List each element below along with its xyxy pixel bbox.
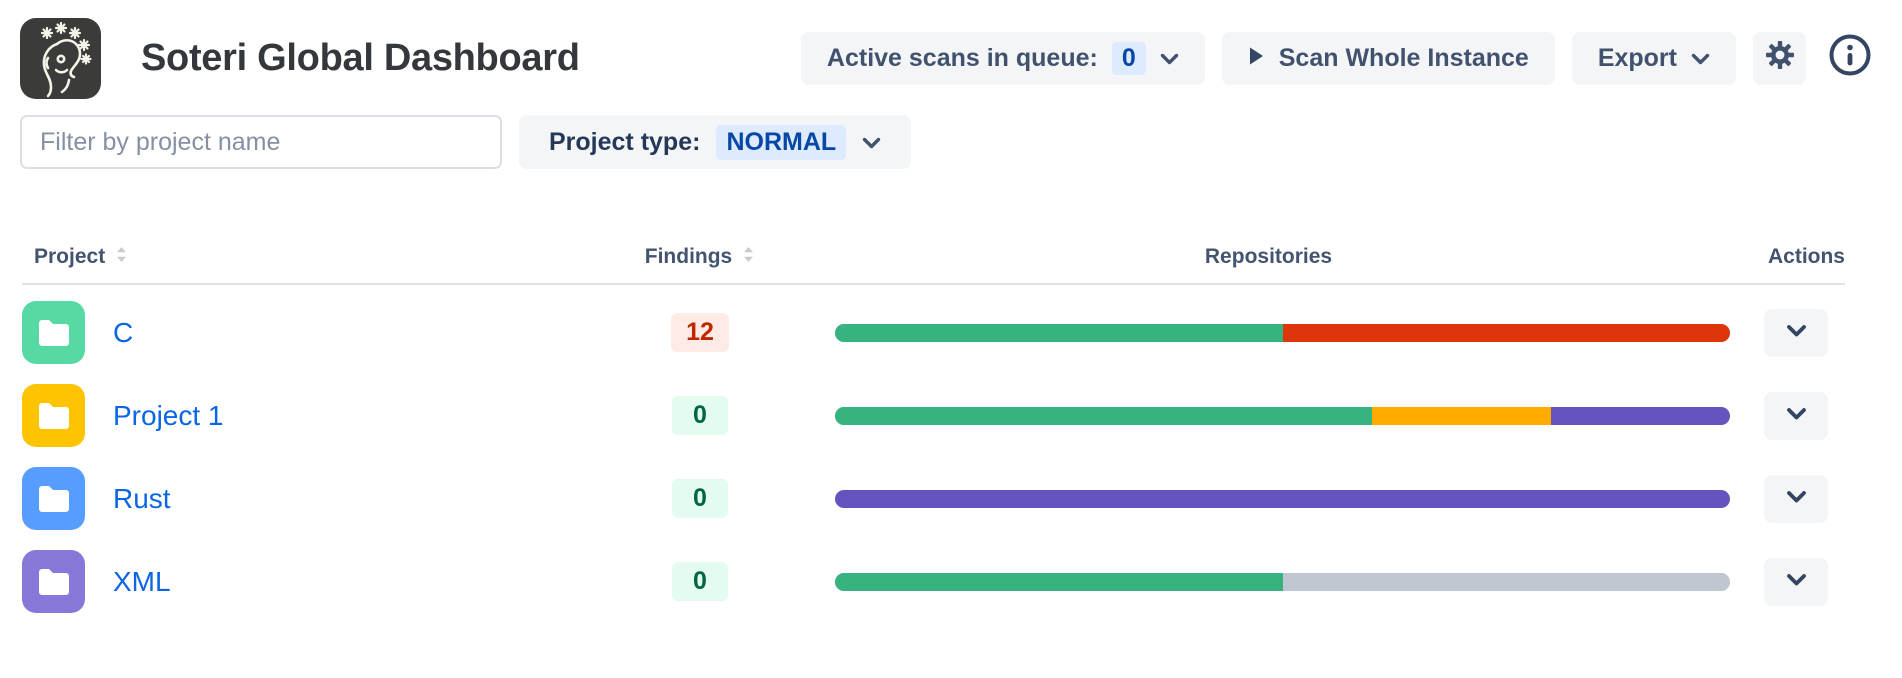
project-link[interactable]: Project 1 (113, 399, 224, 431)
repositories-bar[interactable] (835, 406, 1730, 425)
folder-icon (38, 402, 69, 429)
info-icon (1827, 32, 1873, 85)
gear-icon (1764, 39, 1796, 78)
repositories-bar[interactable] (835, 489, 1730, 508)
findings-cell: 0 (610, 562, 790, 601)
repositories-bar[interactable] (835, 323, 1730, 342)
column-header-findings[interactable]: Findings (610, 245, 790, 269)
folder-icon (38, 319, 69, 346)
repositories-cell (790, 323, 1747, 342)
project-cell: Project 1 (22, 384, 610, 447)
header-actions: Active scans in queue: 0 Scan Whole Inst… (800, 32, 1876, 85)
repo-segment-orange (1372, 406, 1551, 425)
folder-icon (38, 485, 69, 512)
project-type-label: Project type: (549, 127, 701, 156)
column-header-actions-label: Actions (1767, 245, 1845, 268)
project-cell: XML (22, 550, 610, 613)
column-header-project-label: Project (34, 245, 106, 268)
scan-whole-instance-label: Scan Whole Instance (1278, 44, 1529, 72)
findings-badge: 0 (672, 396, 728, 435)
page-title: Soteri Global Dashboard (141, 37, 580, 79)
actions-cell (1747, 474, 1845, 523)
chevron-down-icon (862, 128, 881, 157)
active-scans-label: Active scans in queue: (826, 44, 1098, 72)
project-folder-avatar (22, 550, 85, 613)
findings-cell: 12 (610, 313, 790, 352)
repo-segment-green (835, 572, 1283, 591)
settings-button[interactable] (1753, 32, 1806, 85)
soteri-logo (20, 18, 101, 99)
findings-badge: 0 (672, 562, 728, 601)
sort-icon (742, 245, 755, 269)
table-row: XML 0 (22, 540, 1845, 623)
repositories-cell (790, 489, 1747, 508)
chevron-down-icon (1786, 407, 1807, 424)
chevron-down-icon (1786, 324, 1807, 341)
project-link[interactable]: XML (113, 565, 171, 597)
row-actions-button[interactable] (1764, 557, 1828, 606)
project-type-dropdown[interactable]: Project type: NORMAL (519, 115, 912, 169)
row-actions-button[interactable] (1764, 474, 1828, 523)
repo-segment-purple (835, 489, 1730, 508)
project-type-value-badge: NORMAL (716, 124, 847, 160)
project-folder-avatar (22, 467, 85, 530)
row-actions-button[interactable] (1764, 391, 1828, 440)
export-label: Export (1597, 44, 1677, 72)
repo-segment-green (835, 406, 1372, 425)
project-filter-input[interactable] (20, 115, 502, 169)
active-scans-queue-button[interactable]: Active scans in queue: 0 (800, 32, 1205, 85)
projects-table: Project Findings Repositories Actions (22, 245, 1845, 623)
folder-icon (38, 568, 69, 595)
active-scans-count-badge: 0 (1111, 42, 1146, 75)
project-cell: C (22, 301, 610, 364)
findings-cell: 0 (610, 396, 790, 435)
table-row: C 12 (22, 291, 1845, 374)
table-row: Project 1 0 (22, 374, 1845, 457)
repo-segment-red (1282, 323, 1730, 342)
project-link[interactable]: C (113, 316, 134, 348)
table-row: Rust 0 (22, 457, 1845, 540)
project-folder-avatar (22, 384, 85, 447)
project-folder-avatar (22, 301, 85, 364)
chevron-down-icon (1691, 44, 1710, 73)
column-header-project[interactable]: Project (22, 245, 610, 269)
findings-cell: 0 (610, 479, 790, 518)
repositories-bar[interactable] (835, 572, 1730, 591)
actions-cell (1747, 308, 1845, 357)
export-button[interactable]: Export (1571, 32, 1736, 85)
repositories-cell (790, 406, 1747, 425)
repositories-cell (790, 572, 1747, 591)
scan-whole-instance-button[interactable]: Scan Whole Instance (1221, 32, 1555, 85)
info-button[interactable] (1823, 32, 1876, 85)
repo-segment-gray (1282, 572, 1730, 591)
soteri-face-art-icon (40, 21, 92, 98)
actions-cell (1747, 557, 1845, 606)
actions-cell (1747, 391, 1845, 440)
app-header: Soteri Global Dashboard Active scans in … (0, 0, 1902, 99)
repo-segment-purple (1551, 406, 1730, 425)
findings-badge: 0 (672, 479, 728, 518)
column-header-repositories-label: Repositories (1204, 245, 1333, 268)
play-icon (1248, 44, 1265, 73)
project-link[interactable]: Rust (113, 482, 171, 514)
table-body: C 12 Project 1 0 (22, 285, 1845, 623)
repo-segment-green (835, 323, 1283, 342)
filter-row: Project type: NORMAL (0, 99, 1902, 169)
column-header-repositories: Repositories (790, 245, 1747, 269)
project-cell: Rust (22, 467, 610, 530)
row-actions-button[interactable] (1764, 308, 1828, 357)
chevron-down-icon (1160, 44, 1179, 73)
column-header-actions: Actions (1747, 245, 1845, 269)
table-header-row: Project Findings Repositories Actions (22, 245, 1845, 285)
sort-icon (115, 245, 128, 269)
column-header-findings-label: Findings (644, 245, 733, 268)
chevron-down-icon (1786, 490, 1807, 507)
chevron-down-icon (1786, 573, 1807, 590)
findings-badge: 12 (671, 313, 729, 352)
